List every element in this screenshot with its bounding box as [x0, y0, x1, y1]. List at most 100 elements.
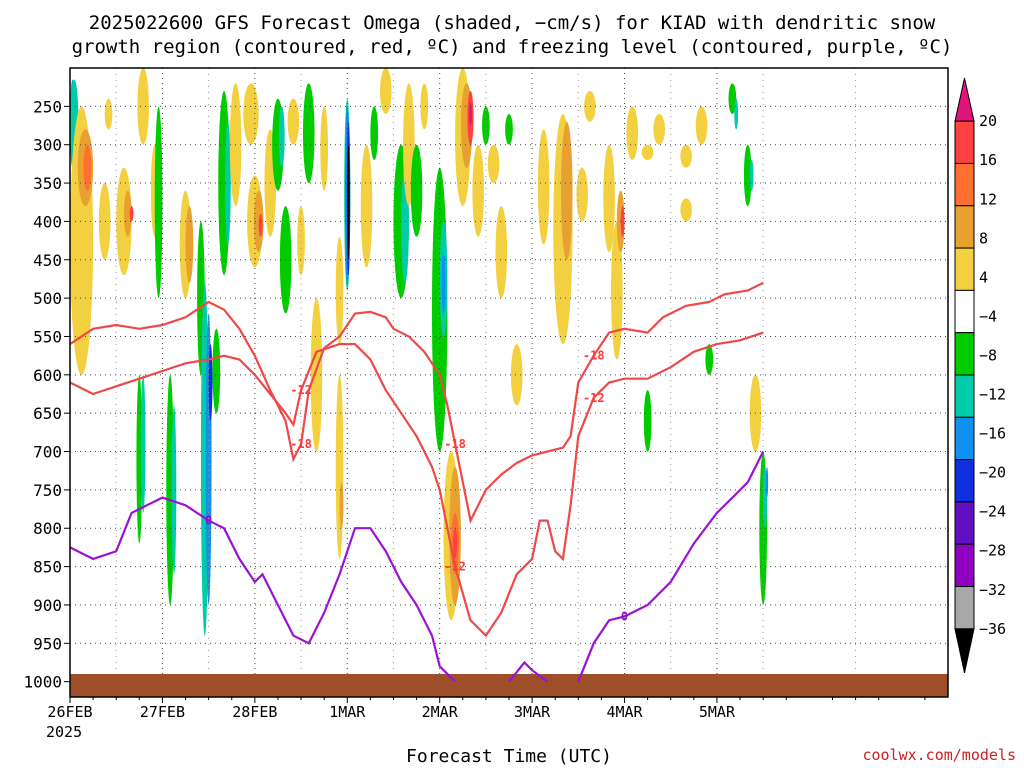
- colorbar-label: 8: [979, 229, 988, 247]
- colorbar-label: 4: [979, 268, 988, 286]
- omega-shade-cell: [482, 106, 490, 145]
- omega-shade-cell: [347, 144, 350, 260]
- omega-shade-cell: [379, 68, 392, 115]
- omega-shade-cell: [495, 206, 508, 299]
- y-tick-label: 850: [33, 558, 62, 577]
- x-tick-label: 4MAR: [606, 703, 643, 721]
- omega-shade-cell: [335, 374, 344, 559]
- y-axis-ticks: 250 300 350 400 450 500 550 600 650 700 750 800 850 9…: [23, 97, 70, 692]
- y-tick-label: 250: [33, 97, 62, 116]
- y-tick-label: 350: [33, 174, 62, 193]
- omega-shade-cell: [626, 106, 639, 161]
- colorbar-segment: [954, 205, 975, 249]
- red-contour-label: -18: [444, 437, 466, 451]
- omega-shade-cell: [98, 183, 111, 260]
- omega-shade-cell: [137, 68, 149, 145]
- y-tick-label: 900: [33, 596, 62, 615]
- omega-shade-cell: [140, 374, 146, 513]
- colorbar-segment: [954, 416, 975, 461]
- omega-shade-cell: [510, 344, 523, 406]
- colorbar-label: −4: [979, 307, 997, 325]
- colorbar-segment: [954, 247, 975, 291]
- x-tick-label: 28FEB: [232, 703, 277, 721]
- colorbar-label: −36: [979, 620, 1006, 638]
- purple-contour-line: [508, 660, 549, 683]
- red-contour-line: [69, 281, 764, 524]
- x-tick-label: 27FEB: [140, 703, 185, 721]
- colorbar-segment: [954, 162, 975, 207]
- colorbar-label: −12: [979, 386, 1006, 404]
- purple-contour-line: [577, 451, 765, 683]
- omega-shade-cell: [680, 198, 692, 222]
- omega-shade-cell: [620, 206, 625, 237]
- x-axis-title: Forecast Time (UTC): [406, 746, 612, 767]
- colorbar-label: −24: [979, 503, 1006, 521]
- omega-shading: [70, 68, 769, 636]
- colorbar-segment: [954, 120, 975, 164]
- omega-shade-cell: [360, 144, 373, 268]
- omega-shade-cell: [370, 106, 379, 161]
- omega-shade-cell: [297, 206, 305, 276]
- y-tick-label: 500: [33, 289, 62, 308]
- omega-shade-cell: [641, 144, 654, 161]
- purple-contour-line: [69, 496, 456, 683]
- omega-shade-cell: [104, 98, 113, 130]
- omega-shade-cell: [129, 206, 134, 222]
- omega-shade-cell: [705, 344, 714, 375]
- red-contour-line: [69, 331, 764, 638]
- colorbar: 20 16 12 8 4 −4 −8 −12 −16 −20 −24 −28 −32 −36: [954, 77, 1006, 673]
- y-tick-label: 550: [33, 327, 62, 346]
- omega-shade-cell: [258, 213, 263, 237]
- y-tick-label: 1000: [23, 673, 62, 692]
- omega-shade-cell: [453, 528, 458, 559]
- omega-shade-cell: [287, 98, 300, 145]
- colorbar-segment: [954, 289, 975, 334]
- red-contour-label: -18: [290, 437, 312, 451]
- omega-shade-cell: [310, 298, 323, 452]
- y-tick-label: 600: [33, 366, 62, 385]
- omega-shade-cell: [154, 106, 163, 299]
- omega-shade-cell: [224, 121, 231, 245]
- colorbar-segment: [954, 543, 975, 588]
- colorbar-top-arrow: [954, 77, 975, 122]
- omega-shade-cell: [185, 206, 194, 283]
- red-contour-label: -12: [583, 391, 605, 405]
- y-tick-label: 400: [33, 212, 62, 231]
- colorbar-segment: [954, 586, 975, 630]
- y-tick-label: 650: [33, 404, 62, 423]
- omega-shade-cell: [441, 252, 446, 314]
- x-tick-label: 26FEB: [47, 703, 92, 721]
- omega-shade-cell: [320, 106, 329, 191]
- y-tick-label: 750: [33, 481, 62, 500]
- omega-shade-cell: [136, 374, 143, 544]
- omega-shade-cell: [680, 144, 692, 168]
- colorbar-segment: [954, 459, 975, 503]
- omega-shade-cell: [123, 190, 132, 237]
- omega-shade-cell: [743, 144, 752, 207]
- omega-shade-cell: [765, 466, 769, 498]
- colorbar-segment: [954, 501, 975, 545]
- omega-shade-cell: [243, 83, 259, 145]
- colorbar-segment: [954, 332, 975, 376]
- omega-shade-cell: [253, 190, 264, 253]
- omega-shade-cell: [335, 236, 344, 345]
- chart-title-line1: 2025022600 GFS Forecast Omega (shaded, −…: [89, 12, 936, 34]
- purple-contour-label: 0: [205, 514, 212, 528]
- colorbar-label: −20: [979, 464, 1006, 482]
- omega-shade-cell: [302, 83, 315, 184]
- omega-shade-cell: [339, 482, 344, 529]
- omega-shade-cell: [472, 144, 484, 237]
- colorbar-label: 20: [979, 112, 997, 130]
- x-tick-label: 2MAR: [422, 703, 459, 721]
- omega-shade-cell: [560, 121, 573, 260]
- chart-title-line2: growth region (contoured, red, ºC) and f…: [72, 36, 953, 58]
- omega-shade-cell: [278, 106, 285, 168]
- omega-shade-cell: [537, 129, 550, 245]
- contour-lines: -18 -18 -18 -12 -12 -12 0 0: [69, 281, 765, 683]
- x-axis-ticks: 26FEB 27FEB 28FEB 1MAR 2MAR 3MAR 4MAR 5MAR: [47, 697, 926, 721]
- y-tick-label: 950: [33, 634, 62, 653]
- y-tick-label: 300: [33, 136, 62, 155]
- red-contour-label: -12: [290, 383, 312, 397]
- omega-shade-cell: [734, 98, 739, 130]
